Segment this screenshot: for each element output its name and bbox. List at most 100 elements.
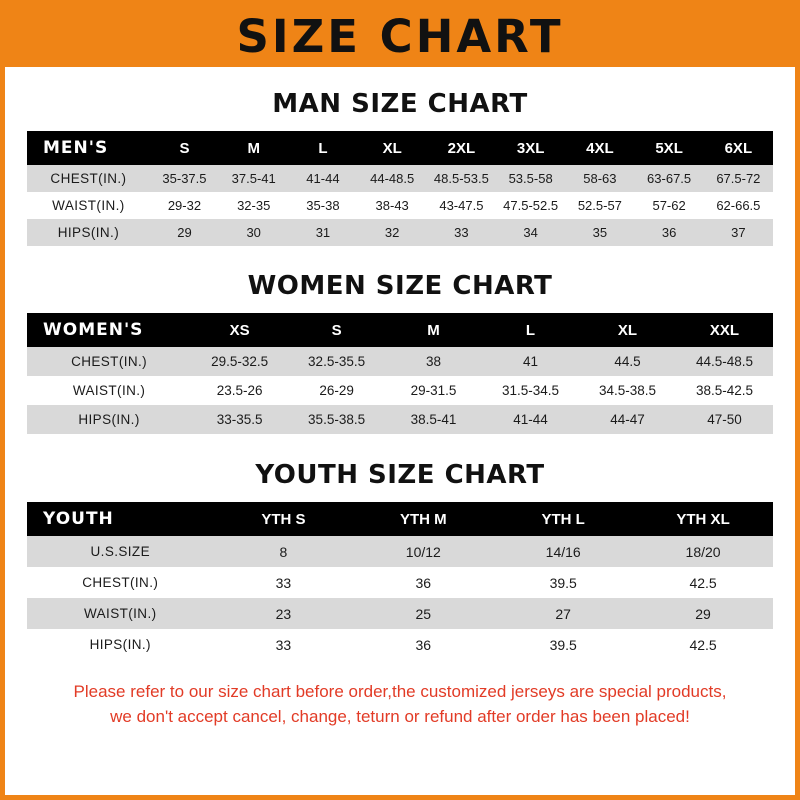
men-hips-l: 31 <box>288 219 358 246</box>
youth-row-label-header: YOUTH <box>27 502 214 536</box>
men-chest-2xl: 48.5-53.5 <box>426 165 497 192</box>
men-chest-xl: 44-48.5 <box>357 165 427 192</box>
youth-col-m: YTH M <box>353 502 494 536</box>
men-waist-4xl: 52.5-57 <box>565 192 635 219</box>
men-waist-l: 35-38 <box>288 192 358 219</box>
men-col-2xl: 2XL <box>426 131 497 165</box>
women-col-xl: XL <box>579 313 676 347</box>
men-hips-6xl: 37 <box>703 219 773 246</box>
men-hips-3xl: 34 <box>496 219 566 246</box>
women-col-xxl: XXL <box>675 313 773 347</box>
youth-ussize-s: 8 <box>213 536 354 567</box>
youth-hips-s: 33 <box>213 629 354 660</box>
youth-size-table: YOUTH YTH S YTH M YTH L YTH XL U.S.SIZE … <box>27 502 773 660</box>
men-row-label-header: MEN'S <box>27 131 150 165</box>
men-chest-l: 41-44 <box>288 165 358 192</box>
youth-waist-l: 27 <box>493 598 634 629</box>
men-row-chest-label: CHEST(IN.) <box>27 165 150 192</box>
men-chest-m: 37.5-41 <box>219 165 289 192</box>
women-col-l: L <box>482 313 579 347</box>
women-waist-xs: 23.5-26 <box>191 376 289 405</box>
youth-col-s: YTH S <box>213 502 354 536</box>
table-row: CHEST(IN.) 33 36 39.5 42.5 <box>27 567 773 598</box>
women-chest-s: 32.5-35.5 <box>288 347 386 376</box>
footer-note-line-1: Please refer to our size chart before or… <box>73 682 727 701</box>
men-waist-xl: 38-43 <box>357 192 427 219</box>
men-col-5xl: 5XL <box>634 131 704 165</box>
women-hips-xl: 44-47 <box>579 405 676 434</box>
women-waist-xxl: 38.5-42.5 <box>675 376 773 405</box>
women-hips-xxl: 47-50 <box>675 405 773 434</box>
women-waist-m: 29-31.5 <box>385 376 483 405</box>
youth-hips-m: 36 <box>353 629 494 660</box>
youth-row-ussize-label: U.S.SIZE <box>27 536 214 567</box>
table-row: HIPS(IN.) 29 30 31 32 33 34 35 36 37 <box>27 219 773 246</box>
table-row: U.S.SIZE 8 10/12 14/16 18/20 <box>27 536 773 567</box>
women-chest-l: 41 <box>482 347 579 376</box>
women-row-chest-label: CHEST(IN.) <box>27 347 192 376</box>
table-row: HIPS(IN.) 33-35.5 35.5-38.5 38.5-41 41-4… <box>27 405 773 434</box>
men-row-waist-label: WAIST(IN.) <box>27 192 150 219</box>
men-col-3xl: 3XL <box>496 131 566 165</box>
men-waist-2xl: 43-47.5 <box>426 192 497 219</box>
youth-waist-xl: 29 <box>633 598 773 629</box>
men-col-4xl: 4XL <box>565 131 635 165</box>
men-col-xl: XL <box>357 131 427 165</box>
men-hips-4xl: 35 <box>565 219 635 246</box>
women-chest-xs: 29.5-32.5 <box>191 347 289 376</box>
men-row-hips-label: HIPS(IN.) <box>27 219 150 246</box>
table-row: CHEST(IN.) 35-37.5 37.5-41 41-44 44-48.5… <box>27 165 773 192</box>
men-waist-s: 29-32 <box>149 192 220 219</box>
table-header-row: WOMEN'S XS S M L XL XXL <box>27 313 773 347</box>
women-waist-xl: 34.5-38.5 <box>579 376 676 405</box>
women-chest-xxl: 44.5-48.5 <box>675 347 773 376</box>
women-hips-xs: 33-35.5 <box>191 405 289 434</box>
youth-chest-xl: 42.5 <box>633 567 773 598</box>
men-chest-5xl: 63-67.5 <box>634 165 704 192</box>
table-row: CHEST(IN.) 29.5-32.5 32.5-35.5 38 41 44.… <box>27 347 773 376</box>
women-row-label-header: WOMEN'S <box>27 313 192 347</box>
youth-col-l: YTH L <box>493 502 634 536</box>
youth-ussize-l: 14/16 <box>493 536 634 567</box>
men-waist-3xl: 47.5-52.5 <box>496 192 566 219</box>
women-row-hips-label: HIPS(IN.) <box>27 405 192 434</box>
table-header-row: MEN'S S M L XL 2XL 3XL 4XL 5XL 6XL <box>27 131 773 165</box>
men-waist-5xl: 57-62 <box>634 192 704 219</box>
men-chest-s: 35-37.5 <box>149 165 220 192</box>
youth-waist-s: 23 <box>213 598 354 629</box>
youth-chest-m: 36 <box>353 567 494 598</box>
youth-ussize-xl: 18/20 <box>633 536 773 567</box>
content: MAN SIZE CHART MEN'S S M L XL 2XL 3XL 4X… <box>5 89 795 729</box>
men-waist-6xl: 62-66.5 <box>703 192 773 219</box>
footer-note-line-2: we don't accept cancel, change, teturn o… <box>110 706 690 726</box>
youth-waist-m: 25 <box>353 598 494 629</box>
men-col-s: S <box>149 131 220 165</box>
women-col-xs: XS <box>191 313 289 347</box>
women-col-s: S <box>288 313 386 347</box>
table-row: WAIST(IN.) 23.5-26 26-29 29-31.5 31.5-34… <box>27 376 773 405</box>
men-hips-5xl: 36 <box>634 219 704 246</box>
men-hips-2xl: 33 <box>426 219 497 246</box>
men-waist-m: 32-35 <box>219 192 289 219</box>
table-row: WAIST(IN.) 29-32 32-35 35-38 38-43 43-47… <box>27 192 773 219</box>
men-col-6xl: 6XL <box>703 131 773 165</box>
men-col-m: M <box>219 131 289 165</box>
men-hips-s: 29 <box>149 219 220 246</box>
youth-ussize-m: 10/12 <box>353 536 494 567</box>
men-chest-6xl: 67.5-72 <box>703 165 773 192</box>
women-chest-m: 38 <box>385 347 483 376</box>
women-hips-s: 35.5-38.5 <box>288 405 386 434</box>
youth-chest-l: 39.5 <box>493 567 634 598</box>
youth-chest-s: 33 <box>213 567 354 598</box>
table-row: HIPS(IN.) 33 36 39.5 42.5 <box>27 629 773 660</box>
women-hips-m: 38.5-41 <box>385 405 483 434</box>
footer-note: Please refer to our size chart before or… <box>27 680 773 729</box>
men-size-table: MEN'S S M L XL 2XL 3XL 4XL 5XL 6XL CHEST… <box>27 131 773 246</box>
women-col-m: M <box>385 313 483 347</box>
women-waist-l: 31.5-34.5 <box>482 376 579 405</box>
men-chest-3xl: 53.5-58 <box>496 165 566 192</box>
youth-hips-xl: 42.5 <box>633 629 773 660</box>
youth-row-waist-label: WAIST(IN.) <box>27 598 214 629</box>
youth-hips-l: 39.5 <box>493 629 634 660</box>
